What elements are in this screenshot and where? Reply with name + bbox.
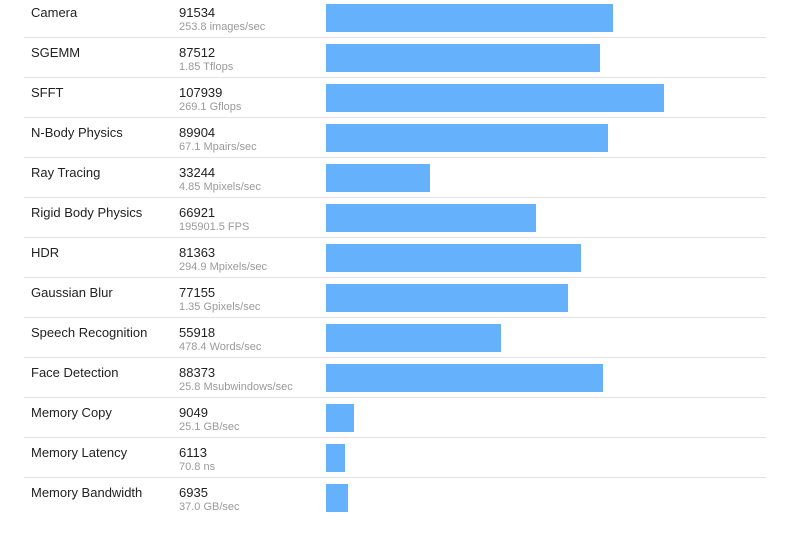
benchmark-score: 77155	[179, 285, 216, 300]
benchmark-rate: 67.1 Mpairs/sec	[179, 141, 257, 153]
score-bar	[326, 164, 430, 192]
benchmark-name: SGEMM	[31, 45, 81, 60]
benchmark-rate: 269.1 Gflops	[179, 101, 242, 113]
benchmark-name: Ray Tracing	[31, 165, 101, 180]
benchmark-score: 55918	[179, 325, 216, 340]
benchmark-score: 6935	[179, 485, 208, 500]
score-bar	[326, 204, 536, 232]
benchmark-score: 91534	[179, 5, 216, 20]
benchmark-rate: 478.4 Words/sec	[179, 341, 262, 353]
benchmark-score: 89904	[179, 125, 216, 140]
benchmark-rate: 25.1 GB/sec	[179, 421, 240, 433]
score-bar	[326, 84, 664, 112]
benchmark-score: 66921	[179, 205, 216, 220]
benchmark-score: 33244	[179, 165, 216, 180]
benchmark-score: 87512	[179, 45, 216, 60]
benchmark-name: Memory Latency	[31, 445, 128, 460]
benchmark-name: HDR	[31, 245, 60, 260]
score-bar	[326, 364, 603, 392]
benchmark-name: Rigid Body Physics	[31, 205, 143, 220]
benchmark-row: SFFT 107939 269.1 Gflops	[24, 78, 766, 118]
benchmark-row: Memory Bandwidth 6935 37.0 GB/sec	[24, 478, 766, 518]
benchmark-rate: 25.8 Msubwindows/sec	[179, 381, 293, 393]
benchmark-row: Gaussian Blur 77155 1.35 Gpixels/sec	[24, 278, 766, 318]
score-bar	[326, 484, 348, 512]
benchmark-score: 88373	[179, 365, 216, 380]
benchmark-rate: 1.35 Gpixels/sec	[179, 301, 261, 313]
benchmark-rate: 70.8 ns	[179, 461, 216, 473]
benchmark-row: N-Body Physics 89904 67.1 Mpairs/sec	[24, 118, 766, 158]
score-bar	[326, 124, 608, 152]
benchmark-list: Camera 91534 253.8 images/sec SGEMM 87512 1.8…	[24, 0, 766, 518]
benchmark-row: Memory Copy 9049 25.1 GB/sec	[24, 398, 766, 438]
score-bar	[326, 444, 345, 472]
benchmark-rate: 253.8 images/sec	[179, 21, 266, 33]
benchmark-row: Rigid Body Physics 66921 195901.5 FPS	[24, 198, 766, 238]
benchmark-name: Speech Recognition	[31, 325, 148, 340]
benchmark-rate: 1.85 Tflops	[179, 61, 234, 73]
score-bar	[326, 284, 568, 312]
benchmark-name: Gaussian Blur	[31, 285, 113, 300]
benchmark-name: N-Body Physics	[31, 125, 123, 140]
benchmark-name: Memory Bandwidth	[31, 485, 143, 500]
benchmark-rate: 294.9 Mpixels/sec	[179, 261, 268, 273]
benchmark-row: Camera 91534 253.8 images/sec	[24, 0, 766, 38]
benchmark-row: Ray Tracing 33244 4.85 Mpixels/sec	[24, 158, 766, 198]
benchmark-rate: 4.85 Mpixels/sec	[179, 181, 261, 193]
benchmark-score: 107939	[179, 85, 223, 100]
benchmark-name: Memory Copy	[31, 405, 112, 420]
benchmark-row: SGEMM 87512 1.85 Tflops	[24, 38, 766, 78]
benchmark-name: Face Detection	[31, 365, 119, 380]
benchmark-row: HDR 81363 294.9 Mpixels/sec	[24, 238, 766, 278]
benchmark-row: Face Detection 88373 25.8 Msubwindows/sec	[24, 358, 766, 398]
score-bar	[326, 244, 581, 272]
benchmark-rate: 37.0 GB/sec	[179, 501, 240, 513]
benchmark-row: Memory Latency 6113 70.8 ns	[24, 438, 766, 478]
benchmark-name: SFFT	[31, 85, 64, 100]
score-bar	[326, 404, 354, 432]
score-bar	[326, 4, 613, 32]
benchmark-score: 9049	[179, 405, 208, 420]
benchmark-score: 6113	[179, 445, 207, 460]
benchmark-row: Speech Recognition 55918 478.4 Words/sec	[24, 318, 766, 358]
score-bar	[326, 44, 600, 72]
benchmark-name: Camera	[31, 5, 78, 20]
benchmark-score: 81363	[179, 245, 216, 260]
benchmark-rate: 195901.5 FPS	[179, 221, 250, 233]
score-bar	[326, 324, 501, 352]
